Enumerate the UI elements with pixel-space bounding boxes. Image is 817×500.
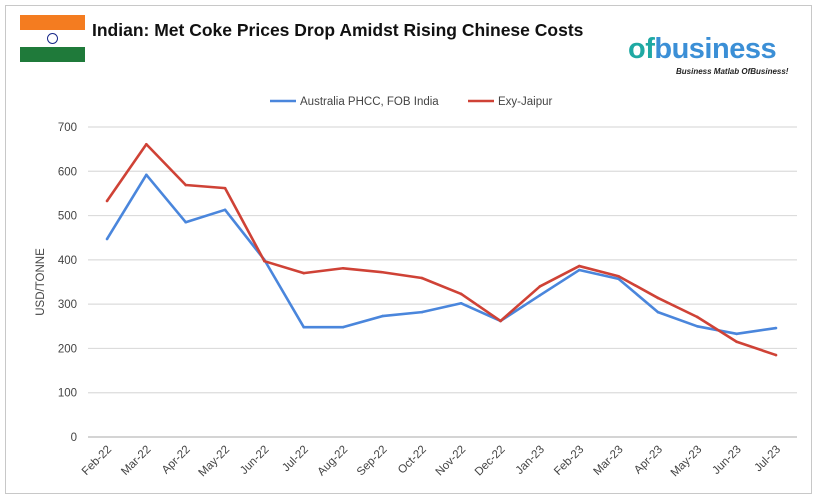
x-tick-label: Apr-22 <box>160 444 193 477</box>
data-point <box>617 277 620 281</box>
data-point <box>695 324 699 328</box>
data-point <box>105 237 109 241</box>
data-point <box>302 271 306 275</box>
series-line-1 <box>105 142 777 357</box>
y-tick-label: 300 <box>58 299 77 311</box>
data-point <box>617 274 620 278</box>
data-point <box>538 285 542 288</box>
x-tick-label: Jul-23 <box>752 444 783 475</box>
data-point <box>420 310 424 314</box>
x-tick-label: Aug-22 <box>316 444 351 479</box>
data-point <box>420 276 424 280</box>
x-tick-label: Jul-22 <box>280 444 311 475</box>
y-axis-label: USD/TONNE <box>35 248 47 316</box>
y-tick-label: 100 <box>58 388 77 400</box>
data-point <box>656 310 660 314</box>
data-point <box>774 353 778 357</box>
x-tick-label: Dec-22 <box>473 444 508 479</box>
data-point <box>538 293 542 297</box>
chart-title: Indian: Met Coke Prices Drop Amidst Risi… <box>92 20 584 40</box>
data-point <box>774 326 778 330</box>
x-tick-label: Feb-22 <box>80 444 114 478</box>
x-tick-label: May-22 <box>197 444 233 480</box>
data-point <box>459 292 463 296</box>
data-point <box>341 266 345 270</box>
y-tick-label: 600 <box>58 166 77 178</box>
x-tick-label: Apr-23 <box>632 444 665 477</box>
x-tick-label: Oct-22 <box>396 444 429 477</box>
x-tick-label: Jun-22 <box>238 444 271 477</box>
india-flag-white-band <box>20 31 85 46</box>
data-point <box>381 270 384 274</box>
y-tick-label: 200 <box>58 343 77 355</box>
frame <box>5 5 812 494</box>
data-point <box>145 173 148 177</box>
data-point <box>459 301 463 305</box>
data-point <box>381 314 384 318</box>
data-point <box>735 332 738 336</box>
y-tick-label: 400 <box>58 255 77 267</box>
data-point <box>577 264 581 268</box>
x-tick-label: Jan-23 <box>514 444 547 477</box>
x-tick-label: May-23 <box>669 444 705 480</box>
x-tick-label: Jun-23 <box>710 444 743 477</box>
y-tick-label: 700 <box>58 122 77 134</box>
data-point <box>499 319 502 323</box>
ofbusiness-logo: ofbusiness <box>628 33 777 65</box>
data-point <box>145 142 148 146</box>
india-flag-icon <box>20 15 85 30</box>
data-point <box>263 259 266 263</box>
data-point <box>302 325 306 329</box>
data-point <box>223 186 227 190</box>
data-point <box>341 325 345 329</box>
data-point <box>184 220 188 224</box>
legend-label-0: Australia PHCC, FOB India <box>300 96 439 108</box>
legend-label-1: Exy-Jaipur <box>498 96 552 108</box>
india-flag-green-band <box>20 47 85 62</box>
data-point <box>695 315 699 319</box>
logo-tagline: Business Matlab OfBusiness! <box>676 67 789 76</box>
x-tick-label: Mar-22 <box>119 444 153 478</box>
data-point <box>223 208 227 212</box>
y-tick-label: 0 <box>71 432 77 444</box>
data-point <box>105 199 109 203</box>
x-tick-label: Nov-22 <box>434 444 469 479</box>
data-point <box>735 340 738 344</box>
x-tick-label: Mar-23 <box>591 444 625 478</box>
x-tick-label: Feb-23 <box>552 444 586 478</box>
data-point <box>656 296 660 300</box>
data-point <box>577 268 581 272</box>
data-point <box>184 183 188 187</box>
y-tick-label: 500 <box>58 211 77 223</box>
x-tick-label: Sep-22 <box>355 444 390 479</box>
series-line-0 <box>105 173 777 336</box>
